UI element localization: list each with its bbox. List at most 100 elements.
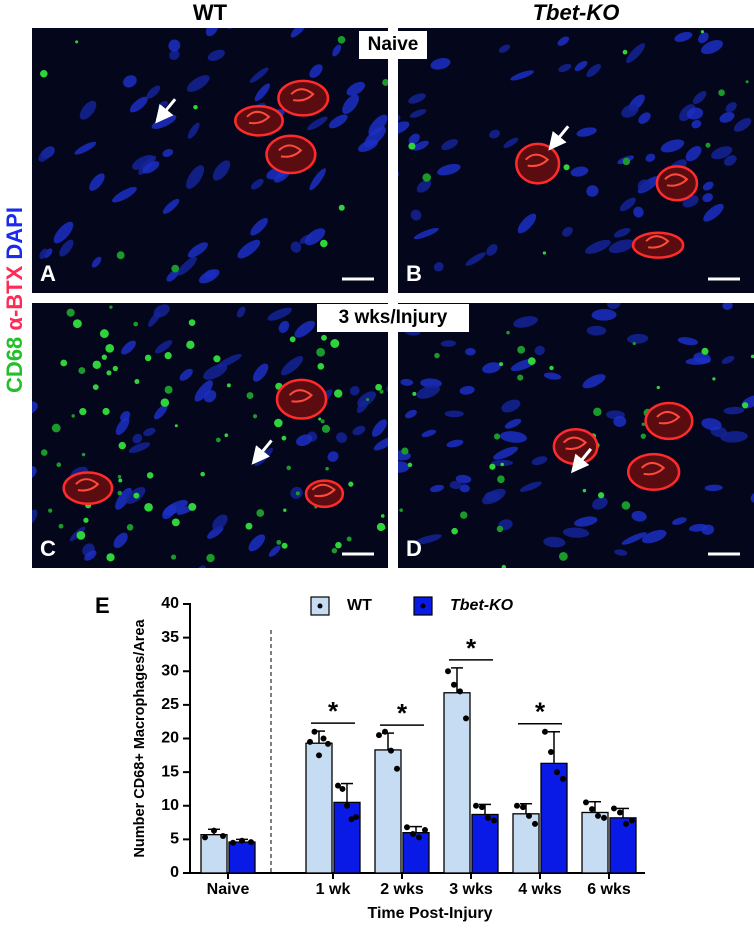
cd68-stain	[318, 417, 322, 421]
nucleus	[570, 166, 589, 177]
data-point	[532, 820, 538, 827]
nucleus	[352, 425, 366, 436]
cd68-stain	[188, 319, 196, 326]
cd68-stain	[117, 474, 122, 479]
nucleus	[251, 178, 264, 190]
cd68-stain	[348, 481, 354, 487]
cd68-stain	[701, 347, 709, 355]
cd68-stain	[109, 305, 113, 309]
nucleus	[721, 355, 735, 365]
nucleus	[398, 461, 410, 473]
nucleus	[430, 58, 451, 70]
cd68-stain	[118, 478, 123, 483]
cd68-stain	[66, 308, 75, 317]
nucleus	[440, 340, 457, 347]
data-point	[230, 839, 236, 846]
data-point	[548, 748, 554, 755]
endplate	[275, 378, 328, 420]
endplate	[655, 165, 699, 202]
error-bar	[451, 667, 463, 693]
cd68-stain	[117, 490, 123, 496]
cd68-stain	[331, 548, 338, 554]
cd68-stain	[501, 564, 506, 568]
bar	[402, 832, 430, 874]
side-label-part: CD68	[2, 337, 27, 393]
nucleus	[53, 221, 74, 244]
nucleus	[177, 591, 196, 610]
micrograph: D	[398, 303, 754, 568]
endplate-detail	[290, 88, 315, 102]
cd68-stain	[81, 452, 86, 457]
cd68-stain	[79, 407, 87, 416]
data-point	[339, 785, 346, 792]
error-bar	[341, 782, 353, 803]
nucleus	[128, 442, 151, 453]
cd68-stain	[379, 389, 384, 394]
nucleus	[484, 491, 500, 502]
micrograph-background	[32, 303, 388, 568]
nucleus	[416, 179, 432, 193]
cd68-stain	[289, 336, 296, 343]
nucleus	[179, 368, 193, 381]
endplate	[234, 104, 284, 137]
bar	[581, 811, 609, 874]
endplate	[552, 428, 599, 466]
nucleus	[91, 256, 102, 268]
nucleus	[278, 320, 290, 333]
cd68-stain	[206, 553, 215, 563]
x-tick-label: 6 wks	[587, 881, 631, 898]
data-point	[583, 799, 589, 806]
cd68-stain	[102, 407, 110, 416]
nucleus	[248, 534, 266, 552]
nucleus	[413, 227, 439, 240]
nucleus	[614, 549, 628, 556]
cd68-stain	[320, 419, 325, 424]
nucleus	[289, 0, 307, 2]
nucleus	[410, 209, 422, 221]
nucleus	[168, 39, 181, 52]
nucleus	[486, 244, 498, 256]
nucleus	[153, 404, 168, 420]
cd68-stain	[378, 524, 383, 529]
nucleus	[117, 576, 146, 604]
legend-dot	[317, 603, 323, 609]
cd68-stain	[641, 422, 645, 426]
endplate-detail	[645, 235, 670, 249]
nucleus	[482, 362, 501, 374]
micrograph-content	[32, 303, 388, 610]
nucleus	[638, 112, 651, 124]
error-bar	[382, 732, 394, 750]
cd68-stain	[334, 389, 343, 398]
nucleus	[702, 193, 713, 203]
y-tick-label: 5	[170, 831, 179, 848]
cd68-stain	[712, 377, 716, 381]
nucleus	[698, 32, 709, 44]
nucleus	[637, 179, 651, 192]
cd68-stain	[582, 488, 587, 493]
cd68-stain	[193, 104, 198, 110]
x-axis-label: Time Post-Injury	[367, 905, 492, 922]
nucleus	[613, 227, 631, 238]
cd68-stain	[621, 501, 631, 510]
nucleus	[327, 451, 339, 462]
cd68-stain	[133, 321, 139, 327]
data-point	[316, 752, 322, 759]
cd68-stain	[146, 472, 154, 479]
nucleus	[693, 352, 711, 364]
nucleus	[562, 226, 573, 237]
panel-letter: D	[406, 536, 422, 561]
cd68-stain	[72, 319, 82, 329]
data-point	[526, 812, 532, 819]
data-point	[211, 827, 217, 834]
cd68-stain	[375, 383, 383, 391]
arrow	[251, 439, 273, 465]
legend-dot	[420, 603, 426, 609]
nucleus	[531, 456, 548, 466]
cd68-stain	[224, 433, 229, 438]
nucleus	[645, 153, 656, 162]
cd68-stain	[497, 475, 505, 484]
cd68-stain	[226, 383, 231, 388]
nucleus	[304, 228, 326, 246]
nucleus	[294, 320, 316, 338]
nucleus	[336, 432, 348, 443]
